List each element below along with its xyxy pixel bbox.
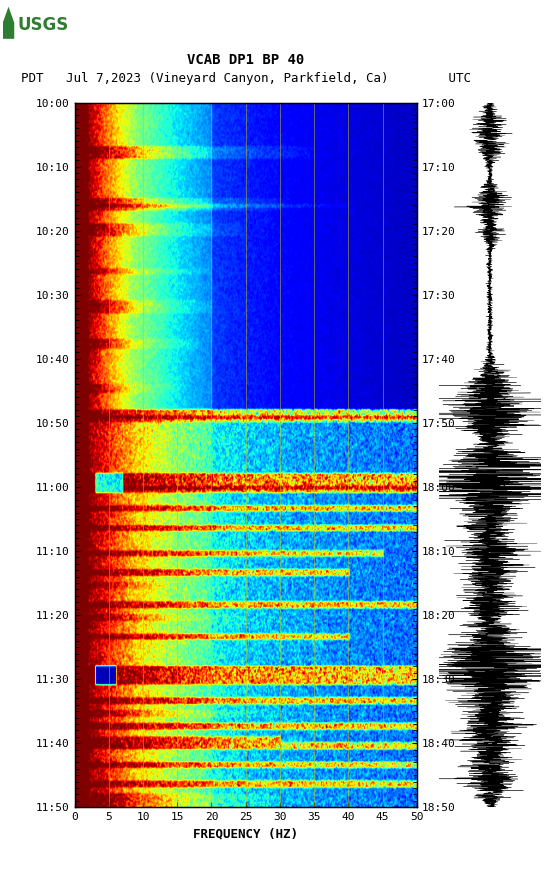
Text: PDT   Jul 7,2023 (Vineyard Canyon, Parkfield, Ca)        UTC: PDT Jul 7,2023 (Vineyard Canyon, Parkfie… (20, 72, 471, 85)
Text: VCAB DP1 BP 40: VCAB DP1 BP 40 (187, 53, 304, 67)
X-axis label: FREQUENCY (HZ): FREQUENCY (HZ) (193, 828, 298, 840)
Text: USGS: USGS (17, 16, 68, 34)
Polygon shape (3, 7, 14, 38)
